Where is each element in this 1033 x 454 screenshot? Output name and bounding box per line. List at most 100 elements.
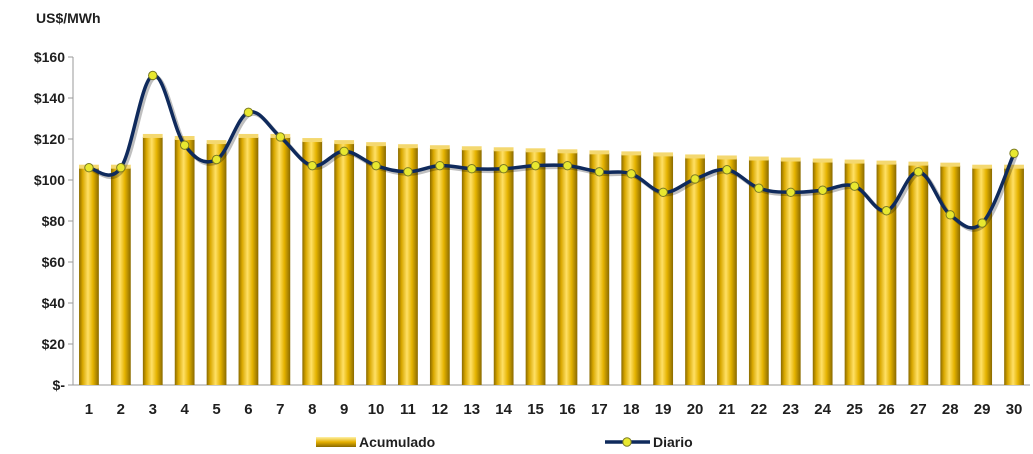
y-tick-labels: $- $20 $40 $60 $80 $100 $120 $140 $160: [34, 49, 73, 393]
point-diario-3: [148, 70, 158, 81]
point-diario-21: [722, 165, 732, 175]
point-diario-24: [817, 185, 828, 195]
x-tick-label: 16: [559, 401, 576, 418]
x-tick-label: 29: [974, 401, 991, 418]
x-tick-label: 15: [527, 401, 544, 418]
point-diario-11: [403, 167, 413, 177]
x-tick-label: 3: [149, 401, 157, 418]
legend-item-diario: Diario: [605, 434, 693, 450]
point-diario-1: [84, 163, 94, 173]
bar-series-acumulado: [79, 133, 1024, 385]
x-tick-label: 5: [212, 401, 220, 418]
x-tick-label: 20: [687, 401, 704, 418]
x-tick-label: 18: [623, 401, 640, 418]
y-tick-label: $160: [34, 49, 65, 65]
bar-acumulado-27: [908, 161, 929, 385]
bar-acumulado-10: [366, 142, 386, 385]
bar-acumulado-29: [972, 164, 993, 385]
x-tick-label: 1: [85, 401, 93, 418]
y-tick-label: $40: [42, 295, 66, 311]
bar-acumulado-28: [940, 162, 961, 385]
bar-acumulado-8: [302, 138, 323, 385]
point-diario-5: [211, 154, 222, 165]
x-tick-label: 17: [591, 401, 608, 418]
point-diario-2: [116, 163, 126, 173]
x-tick-label: 27: [910, 401, 927, 418]
bar-acumulado-14: [493, 147, 514, 385]
point-diario-13: [467, 164, 477, 174]
y-tick-label: $-: [53, 377, 66, 393]
bar-acumulado-12: [429, 145, 450, 385]
x-tick-label: 4: [180, 401, 189, 418]
bar-acumulado-21: [717, 155, 737, 385]
legend-item-acumulado: Acumulado: [316, 434, 435, 450]
x-tick-label: 2: [117, 401, 125, 418]
legend-swatch-acumulado: [316, 437, 356, 447]
bar-acumulado-2: [110, 164, 131, 385]
point-diario-19: [658, 187, 668, 198]
bar-acumulado-17: [589, 150, 610, 385]
y-tick-label: $120: [34, 131, 65, 147]
bar-acumulado-1: [79, 164, 99, 385]
legend: Acumulado Diario: [316, 434, 693, 450]
x-tick-label: 9: [340, 401, 348, 418]
x-tick-label: 23: [782, 401, 799, 418]
bar-acumulado-19: [653, 152, 674, 385]
bar-acumulado-3: [142, 133, 163, 385]
point-diario-27: [913, 167, 924, 177]
y-tick-label: $60: [42, 254, 66, 270]
bar-acumulado-20: [685, 154, 705, 385]
bar-acumulado-25: [844, 159, 865, 385]
point-diario-25: [849, 181, 860, 191]
point-diario-7: [275, 132, 286, 142]
bar-acumulado-30: [1004, 164, 1024, 385]
point-diario-16: [562, 160, 573, 171]
point-diario-14: [498, 164, 509, 174]
bar-acumulado-23: [780, 157, 801, 385]
line-series-diario: [84, 70, 1019, 232]
x-tick-labels: 1 2 3 4 5 6 7 8 9 10 11 12 13 14 15 16 17 18 19 20 21 22 23 24 2…: [85, 401, 1023, 418]
x-tick-label: 24: [814, 401, 831, 418]
bar-acumulado-18: [621, 151, 642, 385]
x-tick-label: 26: [878, 401, 895, 418]
point-diario-20: [690, 174, 700, 184]
bar-acumulado-4: [174, 136, 195, 385]
bar-acumulado-6: [238, 133, 259, 385]
x-tick-label: 11: [400, 401, 416, 418]
x-tick-label: 30: [1006, 401, 1023, 418]
y-tick-label: $80: [42, 213, 66, 229]
point-diario-28: [945, 210, 955, 220]
point-diario-8: [307, 160, 317, 171]
x-tick-label: 12: [432, 401, 449, 418]
legend-label-diario: Diario: [653, 434, 693, 450]
x-tick-label: 14: [495, 401, 512, 418]
bar-acumulado-15: [525, 148, 546, 385]
x-tick-label: 6: [244, 401, 252, 418]
bar-acumulado-26: [876, 160, 897, 385]
point-diario-9: [339, 146, 349, 157]
point-diario-29: [977, 218, 987, 228]
x-tick-label: 22: [751, 401, 768, 418]
point-diario-6: [243, 107, 254, 118]
point-diario-18: [626, 169, 636, 179]
point-diario-4: [179, 140, 190, 150]
bar-acumulado-11: [398, 144, 418, 385]
x-tick-label: 8: [308, 401, 316, 418]
legend-marker-diario: [622, 437, 632, 447]
x-tick-label: 19: [655, 401, 672, 418]
x-tick-label: 13: [463, 401, 480, 418]
point-diario-23: [786, 187, 796, 198]
x-tick-label: 28: [942, 401, 959, 418]
point-diario-26: [881, 206, 892, 216]
bar-acumulado-5: [206, 140, 227, 385]
legend-label-acumulado: Acumulado: [359, 434, 435, 450]
y-axis-unit-label: US$/MWh: [36, 10, 101, 26]
x-tick-label: 10: [368, 401, 385, 418]
bar-acumulado-24: [812, 158, 833, 385]
bar-acumulado-7: [270, 133, 291, 385]
point-diario-17: [594, 167, 605, 177]
point-diario-10: [371, 160, 381, 171]
point-diario-15: [530, 160, 541, 171]
bar-acumulado-9: [334, 140, 355, 385]
